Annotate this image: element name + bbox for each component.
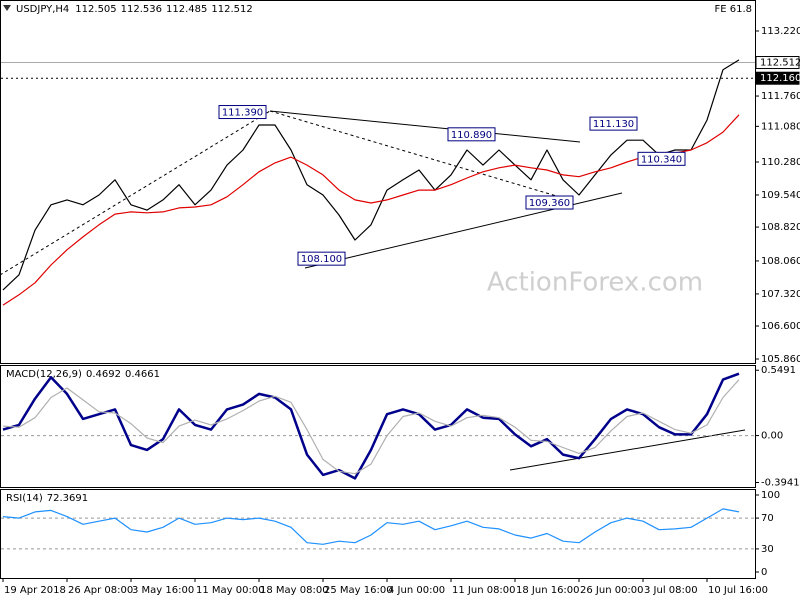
x-tick-label: 25 May 16:00: [324, 585, 393, 596]
annotation-box: [297, 251, 346, 266]
series-line: [2, 114, 740, 306]
y-tick-label: -0.3941: [761, 477, 800, 488]
rsi-title: RSI(14): [6, 493, 43, 504]
x-tick-label: 11 Jun 08:00: [452, 585, 516, 596]
low: 112.485: [166, 4, 207, 15]
series-line: [2, 59, 740, 291]
price-box: [755, 71, 800, 85]
rsi-readout: 72.3691: [47, 493, 88, 504]
price-label: 112.512: [760, 58, 800, 69]
x-tick-label: 11 May 00:00: [196, 585, 265, 596]
annotation-box: [525, 195, 574, 210]
macd-header: MACD(12,26,9) 0.4692 0.4661: [6, 369, 160, 380]
y-tick-label: 113.220: [761, 26, 800, 37]
annotation-box: [589, 116, 638, 131]
y-tick-label: 107.320: [761, 289, 800, 300]
annotation-label: 111.130: [593, 119, 634, 130]
symbol: USDJPY,H4: [16, 4, 69, 15]
annotation-label: 108.100: [301, 254, 342, 265]
series-line: [2, 372, 740, 480]
y-tick-label: 100: [761, 490, 780, 501]
x-tick-label: 19 Apr 2018: [4, 585, 66, 596]
y-tick-label: 111.080: [761, 121, 800, 132]
annotation-label: 111.390: [222, 108, 263, 119]
y-tick-label: 108.060: [761, 256, 800, 267]
y-tick-label: 109.540: [761, 190, 800, 201]
rsi-panel: [0, 489, 756, 579]
x-tick-label: 18 Jun 16:00: [516, 585, 580, 596]
panel-frames: [0, 0, 756, 579]
trendline: [269, 110, 571, 201]
fib-label: FE 61.8: [714, 4, 752, 15]
x-tick-label: 10 Jul 16:00: [708, 585, 768, 596]
trendline: [269, 110, 581, 143]
series-line: [2, 508, 740, 545]
y-tick-label: 108.820: [761, 222, 800, 233]
x-tick-label: 26 Apr 08:00: [68, 585, 133, 596]
y-tick-label: 110.280: [761, 157, 800, 168]
macd-panel: [0, 365, 756, 488]
y-tick-label: 0: [761, 567, 767, 578]
series-line: [2, 379, 740, 475]
signal-readout: 0.4661: [125, 369, 160, 380]
open: 112.505: [75, 4, 116, 15]
annotation-box: [447, 127, 496, 142]
x-tick-label: 3 May 16:00: [132, 585, 194, 596]
trendline: [0, 110, 271, 276]
trendline: [509, 429, 746, 471]
y-tick-label: 30: [761, 544, 774, 555]
header: USDJPY,H4 112.505 112.536 112.485 112.512: [16, 4, 253, 15]
y-tick-label: 111.760: [761, 91, 800, 102]
price-box: [755, 56, 800, 70]
y-tick-label: 105.860: [761, 354, 800, 365]
y-tick-label: 70: [761, 513, 774, 524]
menu-icon[interactable]: [3, 5, 11, 11]
price-panel: [0, 0, 756, 364]
high: 112.536: [121, 4, 162, 15]
y-tick-label: 0.5491: [761, 365, 796, 376]
annotation-label: 110.890: [451, 130, 492, 141]
x-tick-label: 18 May 08:00: [260, 585, 329, 596]
annotation-box: [637, 151, 686, 166]
watermark: ActionForex.com: [487, 268, 703, 298]
x-tick-label: 26 Jun 00:00: [580, 585, 644, 596]
price-label: 112.160: [760, 73, 800, 84]
rsi-header: RSI(14) 72.3691: [6, 493, 88, 504]
annotation-label: 110.340: [641, 154, 682, 165]
annotation-label: 109.360: [529, 198, 570, 209]
x-tick-label: 3 Jul 08:00: [644, 585, 698, 596]
close: 112.512: [211, 4, 252, 15]
y-tick-label: 0.00: [761, 431, 783, 442]
y-tick-label: 106.600: [761, 321, 800, 332]
annotation-box: [218, 105, 267, 120]
macd-readout: 0.4692: [86, 369, 121, 380]
macd-title: MACD(12,26,9): [6, 369, 82, 380]
x-tick-label: 4 Jun 00:00: [388, 585, 445, 596]
